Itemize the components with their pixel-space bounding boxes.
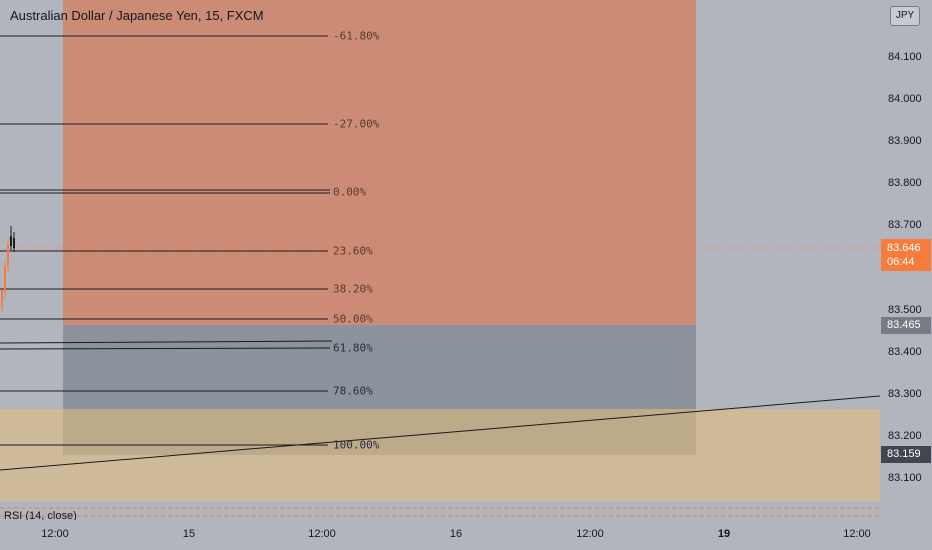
time-tick: 16 [449, 528, 463, 540]
fib-label-50: 50.00% [333, 312, 373, 326]
fib-label-61: 61.80% [333, 341, 373, 355]
time-tick: 12:00 [41, 528, 69, 540]
fib-label-78: 78.60% [333, 384, 373, 398]
price-tick: 83.800 [888, 177, 922, 189]
time-tick: 12:00 [576, 528, 604, 540]
current-price-value: 83.646 [887, 242, 921, 254]
chart-canvas[interactable]: Australian Dollar / Japanese Yen, 15, FX… [0, 0, 880, 520]
price-tick: 83.700 [888, 219, 922, 231]
fib-line-61b [0, 347, 331, 350]
symbol-title[interactable]: Australian Dollar / Japanese Yen, 15, FX… [10, 8, 264, 23]
current-price-badge: 83.646 06:44 [881, 239, 931, 271]
time-tick: 12:00 [843, 528, 871, 540]
bar-countdown: 06:44 [887, 256, 915, 268]
price-marker-badge: 83.465 [881, 317, 931, 334]
price-tick: 83.900 [888, 135, 922, 147]
time-axis[interactable]: 12:00 15 12:00 16 12:00 19 12:00 [0, 520, 932, 550]
time-tick: 12:00 [308, 528, 336, 540]
price-tick: 83.500 [888, 304, 922, 316]
price-tick: 84.100 [888, 51, 922, 63]
price-tick: 83.300 [888, 388, 922, 400]
fib-label-100: 100.00% [333, 438, 380, 452]
rsi-indicator-label[interactable]: RSI (14, close) [4, 510, 77, 520]
fib-label-0: 0.00% [333, 185, 367, 199]
rectangle-drawing[interactable] [0, 409, 880, 501]
trend-line [0, 395, 880, 471]
price-tick: 83.400 [888, 346, 922, 358]
price-tick: 84.000 [888, 93, 922, 105]
price-tick: 83.100 [888, 472, 922, 484]
fib-label-23: 23.60% [333, 244, 373, 258]
fib-line-61a [0, 340, 333, 344]
currency-selector[interactable]: JPY [890, 6, 920, 26]
fib-upper-zone[interactable] [63, 0, 696, 325]
fib-label-n61: -61.80% [333, 29, 380, 43]
time-tick: 15 [182, 528, 196, 540]
drawing-layer [0, 35, 880, 517]
price-tick: 83.200 [888, 430, 922, 442]
price-marker-badge: 83.159 [881, 446, 931, 463]
fib-label-n27: -27.00% [333, 117, 380, 131]
time-tick: 19 [717, 528, 731, 540]
fib-label-38: 38.20% [333, 282, 373, 296]
price-axis[interactable]: 84.100 84.000 83.900 83.800 83.700 83.50… [880, 0, 932, 520]
price-candles [1, 226, 15, 312]
